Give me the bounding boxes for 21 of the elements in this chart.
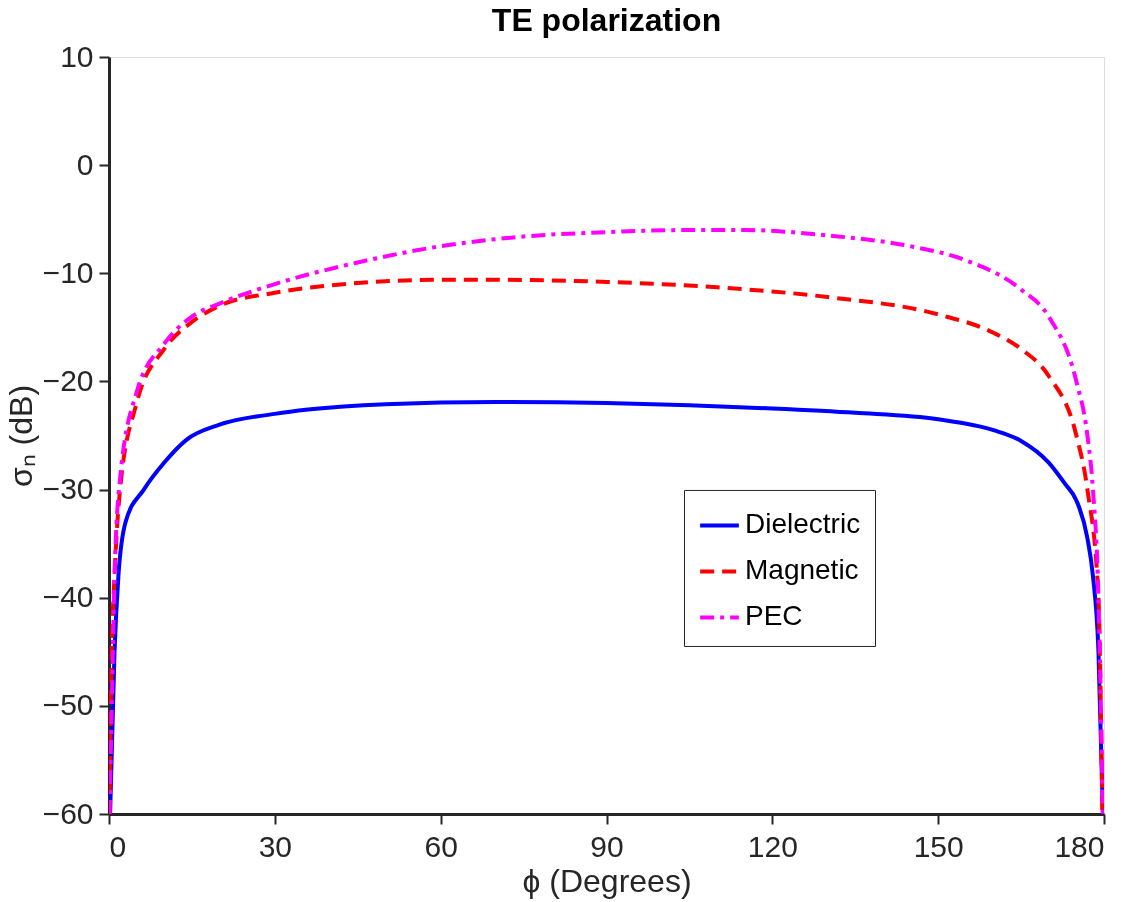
x-tick-label: 180 — [1054, 829, 1105, 863]
x-tick-label: 150 — [913, 829, 964, 863]
y-tick-label: −40 — [42, 580, 94, 614]
y-tick-label: −50 — [42, 688, 94, 722]
x-axis-title: ϕ (Degrees) — [522, 862, 692, 899]
y-tick-label: 10 — [60, 39, 94, 73]
x-tick-label: 60 — [424, 829, 458, 863]
x-tick-label: 90 — [590, 829, 624, 863]
legend-label: Magnetic — [745, 554, 859, 586]
y-tick-label: −30 — [42, 472, 94, 506]
x-tick-label: 30 — [258, 829, 293, 863]
y-tick-label: −10 — [42, 255, 94, 289]
y-tick-label: −20 — [42, 363, 94, 397]
x-tick-label: 120 — [747, 829, 798, 863]
legend-label: PEC — [745, 600, 803, 632]
y-tick-label: −60 — [42, 796, 94, 830]
y-axis-title: σₙ (dB) — [2, 384, 39, 488]
legend-label: Dielectric — [745, 508, 861, 540]
chart-title: TE polarization — [491, 2, 722, 38]
x-tick-label: 0 — [109, 829, 127, 863]
y-tick-label: 0 — [76, 147, 94, 181]
